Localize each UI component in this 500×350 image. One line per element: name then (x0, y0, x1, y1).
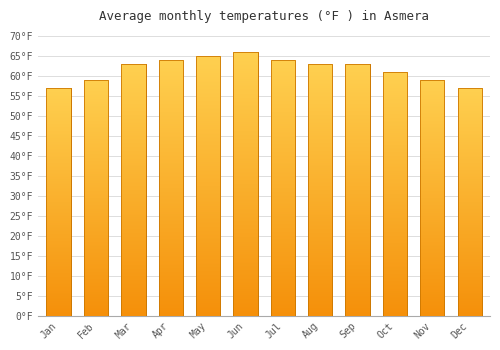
Bar (270, 60, 295, 316)
Bar (346, 64, 370, 316)
Bar (420, 80, 444, 316)
Bar (84, 80, 108, 316)
Bar (383, 72, 407, 316)
Bar (308, 64, 332, 316)
Bar (84, 80, 108, 316)
Title: Average monthly temperatures (°F ) in Asmera: Average monthly temperatures (°F ) in As… (99, 10, 429, 23)
Bar (458, 88, 482, 316)
Bar (196, 56, 220, 316)
Bar (234, 52, 258, 316)
Bar (121, 64, 146, 316)
Bar (234, 52, 258, 316)
Bar (158, 60, 183, 316)
Bar (383, 72, 407, 316)
Bar (46, 88, 71, 316)
Bar (346, 64, 370, 316)
Bar (158, 60, 183, 316)
Bar (196, 56, 220, 316)
Bar (308, 64, 332, 316)
Bar (121, 64, 146, 316)
Bar (46, 88, 71, 316)
Bar (270, 60, 295, 316)
Bar (458, 88, 482, 316)
Bar (420, 80, 444, 316)
